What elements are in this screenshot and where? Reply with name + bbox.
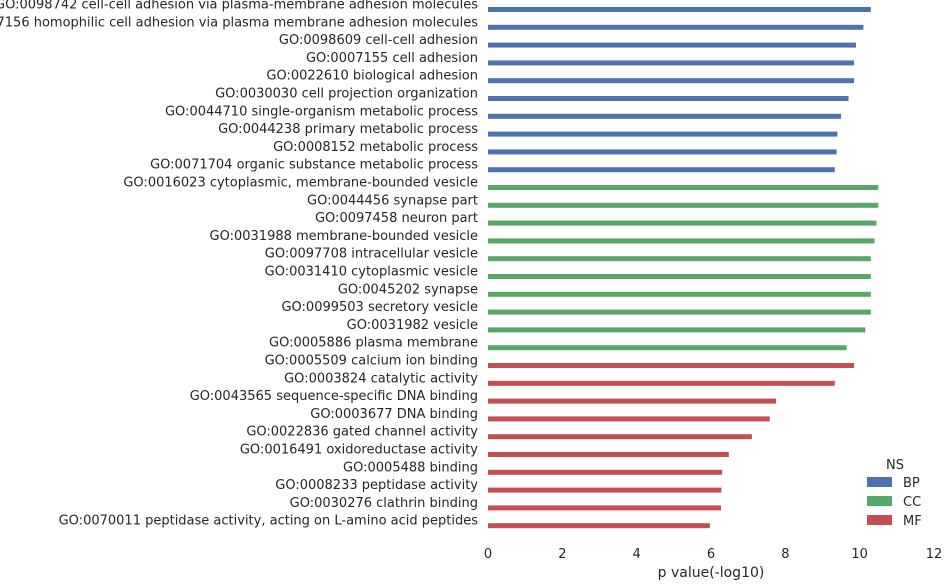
category-label: GO:0045202 synapse (338, 282, 478, 297)
category-label: GO:0005886 plasma membrane (269, 336, 478, 351)
x-tick-label: 2 (558, 547, 566, 562)
bar (488, 238, 875, 244)
bar (488, 96, 849, 101)
category-label: GO:0031410 cytoplasmic vesicle (265, 265, 478, 280)
category-label: GO:0030276 clathrin binding (290, 496, 478, 511)
bar (488, 523, 710, 529)
legend-label: BP (903, 476, 920, 491)
bar (488, 469, 723, 475)
x-tick-label: 4 (633, 547, 641, 562)
legend-swatch (867, 496, 892, 506)
category-label: GO:0071704 organic substance metabolic p… (150, 158, 478, 173)
category-label: GO:0022610 biological adhesion (266, 69, 478, 84)
bar (488, 42, 856, 48)
category-label: GO:0016023 cytoplasmic, membrane-bounded… (123, 176, 478, 191)
bar (488, 220, 877, 226)
bar (488, 345, 847, 351)
legend-title: NS (886, 458, 904, 473)
category-label: GO:0044456 synapse part (307, 193, 478, 208)
bar (488, 24, 864, 30)
bar (488, 256, 871, 262)
bar (488, 113, 842, 119)
category-label: GO:0016491 oxidoreductase activity (240, 443, 478, 458)
category-labels-group: GO:0098742 cell-cell adhesion via plasma… (0, 0, 478, 529)
x-tick-label: 12 (926, 547, 943, 562)
category-label: GO:0031982 vesicle (347, 318, 478, 333)
bar (488, 487, 722, 493)
bar (488, 78, 855, 84)
bar (488, 7, 871, 12)
category-label: GO:0099503 secretory vesicle (281, 300, 478, 315)
category-label: GO:0031988 membrane-bounded vesicle (210, 229, 478, 244)
bar (488, 380, 835, 386)
category-label: GO:0007155 cell adhesion (306, 51, 478, 66)
bar (488, 452, 729, 457)
x-tick-label: 6 (707, 547, 715, 562)
category-label: GO:0043565 sequence-specific DNA binding (190, 389, 478, 404)
category-label: GO:0070011 peptidase activity, acting on… (59, 514, 479, 529)
bar (488, 185, 879, 190)
x-axis-title: p value(-log10) (658, 565, 765, 581)
legend: NS BP CC MF (867, 458, 922, 529)
bar (488, 167, 835, 173)
x-tick-label: 8 (781, 547, 789, 562)
category-label: GO:0044238 primary metabolic process (218, 122, 478, 137)
category-label: GO:0005488 binding (343, 460, 478, 475)
bar (488, 327, 866, 333)
category-label: GO:0003824 catalytic activity (284, 371, 478, 386)
category-label: GO:0008152 metabolic process (273, 140, 478, 155)
bars-group (488, 7, 879, 529)
bar (488, 60, 855, 66)
category-label: GO:0022836 gated channel activity (246, 425, 478, 440)
category-label: GO:0098609 cell-cell adhesion (279, 33, 478, 48)
legend-swatch (867, 477, 892, 487)
bar (488, 309, 871, 315)
category-label: GO:0008233 peptidase activity (275, 478, 478, 493)
bar (488, 274, 871, 279)
category-label: GO:0098742 cell-cell adhesion via plasma… (0, 0, 478, 13)
x-tick-label: 10 (851, 547, 868, 562)
bar (488, 398, 777, 404)
bar (488, 416, 770, 422)
category-label: GO:0044710 single-organism metabolic pro… (165, 104, 478, 119)
legend-label: MF (903, 514, 922, 529)
category-label: GO:0097708 intracellular vesicle (265, 247, 478, 262)
bar (488, 291, 871, 297)
x-axis-ticks-group: 0 2 4 6 8 10 12 (484, 547, 942, 562)
bar (488, 149, 837, 155)
category-label: GO:0007156 homophilic cell adhesion via … (0, 15, 478, 30)
bar (488, 505, 722, 511)
category-label: GO:0030030 cell projection organization (215, 87, 478, 102)
x-tick-label: 0 (484, 547, 492, 562)
bar (488, 434, 752, 440)
category-label: GO:0003677 DNA binding (310, 407, 478, 422)
bar (488, 363, 855, 368)
category-label: GO:0097458 neuron part (315, 211, 478, 226)
bar (488, 131, 838, 137)
bar (488, 202, 879, 208)
legend-label: CC (903, 495, 921, 510)
category-label: GO:0005509 calcium ion binding (265, 354, 478, 369)
legend-swatch (867, 515, 892, 525)
